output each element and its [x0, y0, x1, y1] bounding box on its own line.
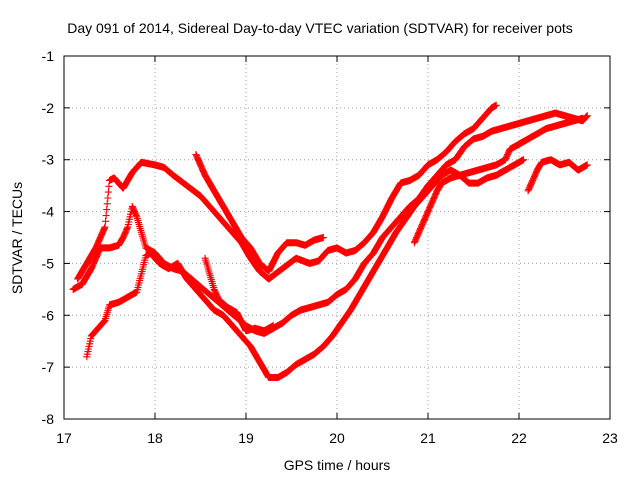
data-points [69, 101, 591, 381]
series-arc-4 [192, 151, 327, 275]
y-axis-label: SDTVAR / TECUs [9, 181, 25, 295]
y-tick-label: -1 [42, 48, 55, 64]
series-markers [74, 101, 500, 283]
chart-title: Day 091 of 2014, Sidereal Day-to-day VTE… [67, 20, 573, 36]
x-tick-label: 18 [147, 430, 163, 446]
grid-lines [64, 56, 610, 419]
y-tick-label: -3 [42, 152, 55, 168]
x-tick-label: 22 [511, 430, 527, 446]
series-markers [524, 156, 591, 195]
y-tick-label: -2 [42, 100, 55, 116]
series-arc-5 [410, 114, 587, 247]
series-markers [192, 151, 327, 275]
y-tick-labels: -8 -7 -6 -5 -4 -3 -2 -1 [42, 48, 55, 427]
x-tick-label: 23 [602, 430, 618, 446]
y-tick-label: -4 [42, 204, 55, 220]
series-arc-7 [201, 254, 277, 335]
series-arc-1 [74, 101, 500, 283]
x-tick-label: 19 [238, 430, 254, 446]
series-markers [69, 109, 591, 337]
y-tick-label: -7 [42, 359, 55, 375]
series-markers [201, 254, 277, 335]
series-markers [83, 156, 528, 381]
series-markers [410, 114, 587, 247]
x-tick-labels: 17 18 19 20 21 22 23 [56, 430, 618, 446]
x-tick-label: 20 [329, 430, 345, 446]
x-tick-label: 21 [420, 430, 436, 446]
axis-ticks [63, 55, 611, 420]
x-tick-label: 17 [56, 430, 72, 446]
y-tick-label: -8 [42, 411, 55, 427]
series-arc-3 [83, 156, 528, 381]
series-arc-6 [524, 156, 591, 195]
y-tick-label: -6 [42, 307, 55, 323]
series-arc-2 [69, 109, 591, 337]
x-axis-label: GPS time / hours [283, 457, 391, 473]
y-tick-label: -5 [42, 255, 55, 271]
